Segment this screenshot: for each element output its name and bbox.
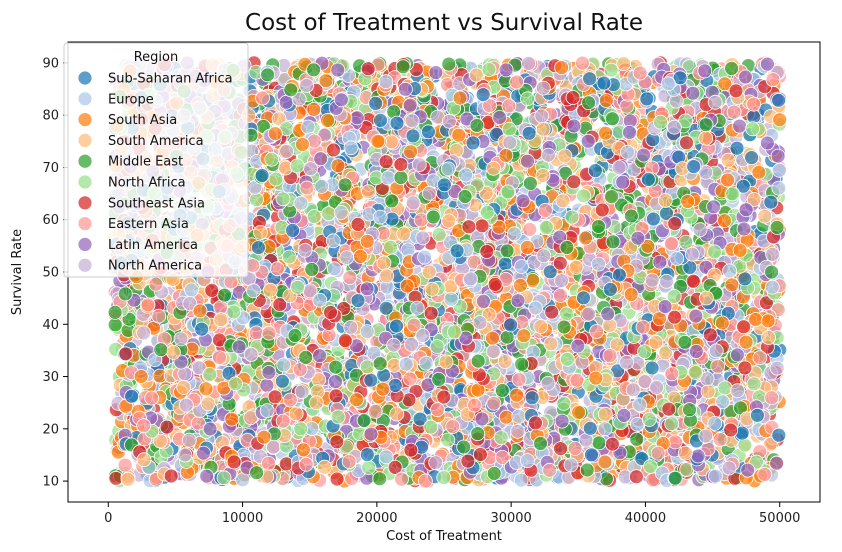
data-point <box>373 113 388 128</box>
data-point <box>700 384 716 400</box>
data-point <box>428 65 444 80</box>
data-point <box>591 435 607 451</box>
data-point <box>772 162 787 178</box>
data-point <box>540 375 556 391</box>
data-point <box>770 148 786 164</box>
chart-title: Cost of Treatment vs Survival Rate <box>245 10 643 36</box>
data-point <box>498 409 514 425</box>
data-point <box>771 180 787 196</box>
data-point <box>458 167 474 183</box>
data-point <box>509 387 524 403</box>
data-point <box>599 471 614 487</box>
data-point <box>584 447 599 463</box>
data-point <box>575 55 590 71</box>
